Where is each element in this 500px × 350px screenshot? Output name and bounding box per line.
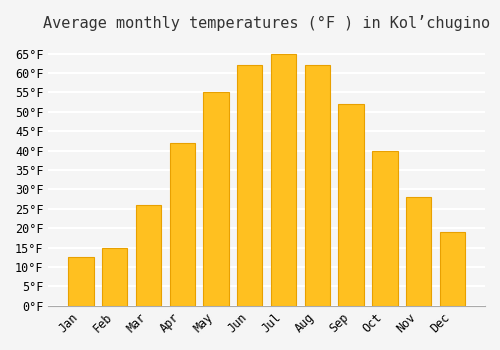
Bar	[406, 197, 431, 306]
Bar	[304, 65, 330, 306]
Bar	[204, 92, 229, 306]
Bar	[440, 232, 465, 306]
Bar	[237, 65, 262, 306]
Bar	[271, 54, 296, 306]
Bar	[170, 143, 195, 306]
Bar	[372, 150, 398, 306]
Bar	[68, 257, 94, 306]
Bar	[338, 104, 364, 306]
Title: Average monthly temperatures (°F ) in Kolʼchugino: Average monthly temperatures (°F ) in Ko…	[43, 15, 490, 31]
Bar	[102, 247, 128, 306]
Bar	[136, 205, 161, 306]
